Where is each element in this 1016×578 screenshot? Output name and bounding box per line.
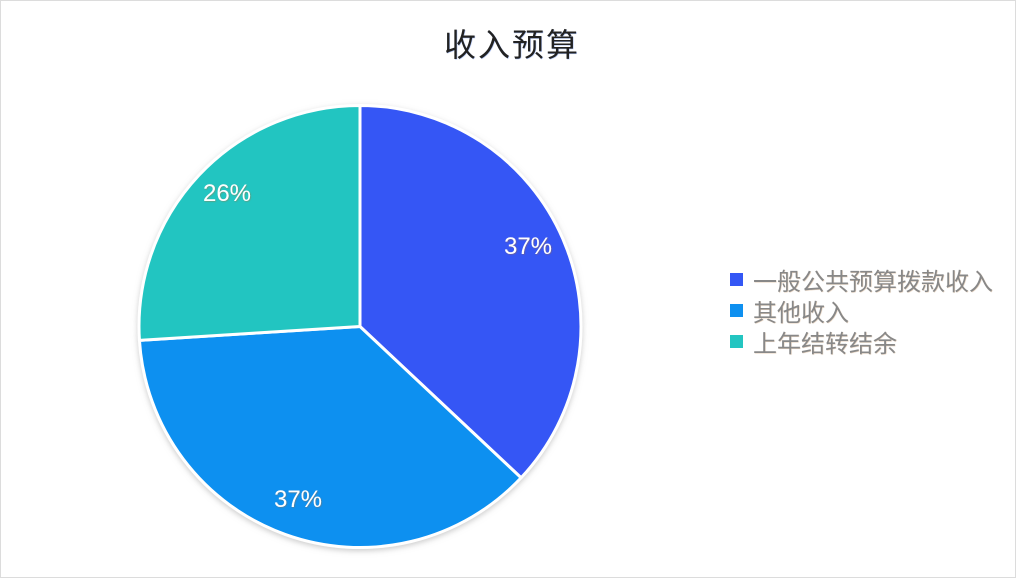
- svg-text:26%: 26%: [203, 180, 251, 207]
- svg-text:37%: 37%: [274, 486, 322, 513]
- svg-text:37%: 37%: [504, 233, 552, 260]
